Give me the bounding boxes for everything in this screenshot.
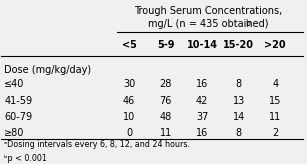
Text: b: b [245,19,250,28]
Text: 16: 16 [196,79,208,89]
Text: >20: >20 [264,40,286,50]
Text: 15-20: 15-20 [223,40,254,50]
Text: 0: 0 [126,128,132,138]
Text: 13: 13 [233,96,245,106]
Text: ≤40: ≤40 [4,79,25,89]
Text: Trough Serum Concentrations,: Trough Serum Concentrations, [134,6,282,16]
Text: 11: 11 [269,112,281,122]
Text: 8: 8 [235,79,242,89]
Text: 15: 15 [269,96,282,106]
Text: 41-59: 41-59 [4,96,33,106]
Text: 30: 30 [123,79,135,89]
Text: 37: 37 [196,112,208,122]
Text: 10-14: 10-14 [187,40,218,50]
Text: <5: <5 [122,40,137,50]
Text: mg/L (n = 435 obtained): mg/L (n = 435 obtained) [148,19,269,29]
Text: 76: 76 [159,96,172,106]
Text: ≥80: ≥80 [4,128,25,138]
Text: 5-9: 5-9 [157,40,174,50]
Text: 10: 10 [123,112,135,122]
Text: 2: 2 [272,128,278,138]
Text: Dose (mg/kg/day): Dose (mg/kg/day) [4,65,91,75]
Text: 11: 11 [160,128,172,138]
Text: 16: 16 [196,128,208,138]
Text: 4: 4 [272,79,278,89]
Text: 48: 48 [160,112,172,122]
Text: 28: 28 [159,79,172,89]
Text: 8: 8 [235,128,242,138]
Text: ᵃDosing intervals every 6, 8, 12, and 24 hours.: ᵃDosing intervals every 6, 8, 12, and 24… [4,140,190,149]
Text: ᵇp < 0.001: ᵇp < 0.001 [4,154,47,164]
Text: 14: 14 [233,112,245,122]
Text: 46: 46 [123,96,135,106]
Text: 60-79: 60-79 [4,112,33,122]
Text: 42: 42 [196,96,208,106]
